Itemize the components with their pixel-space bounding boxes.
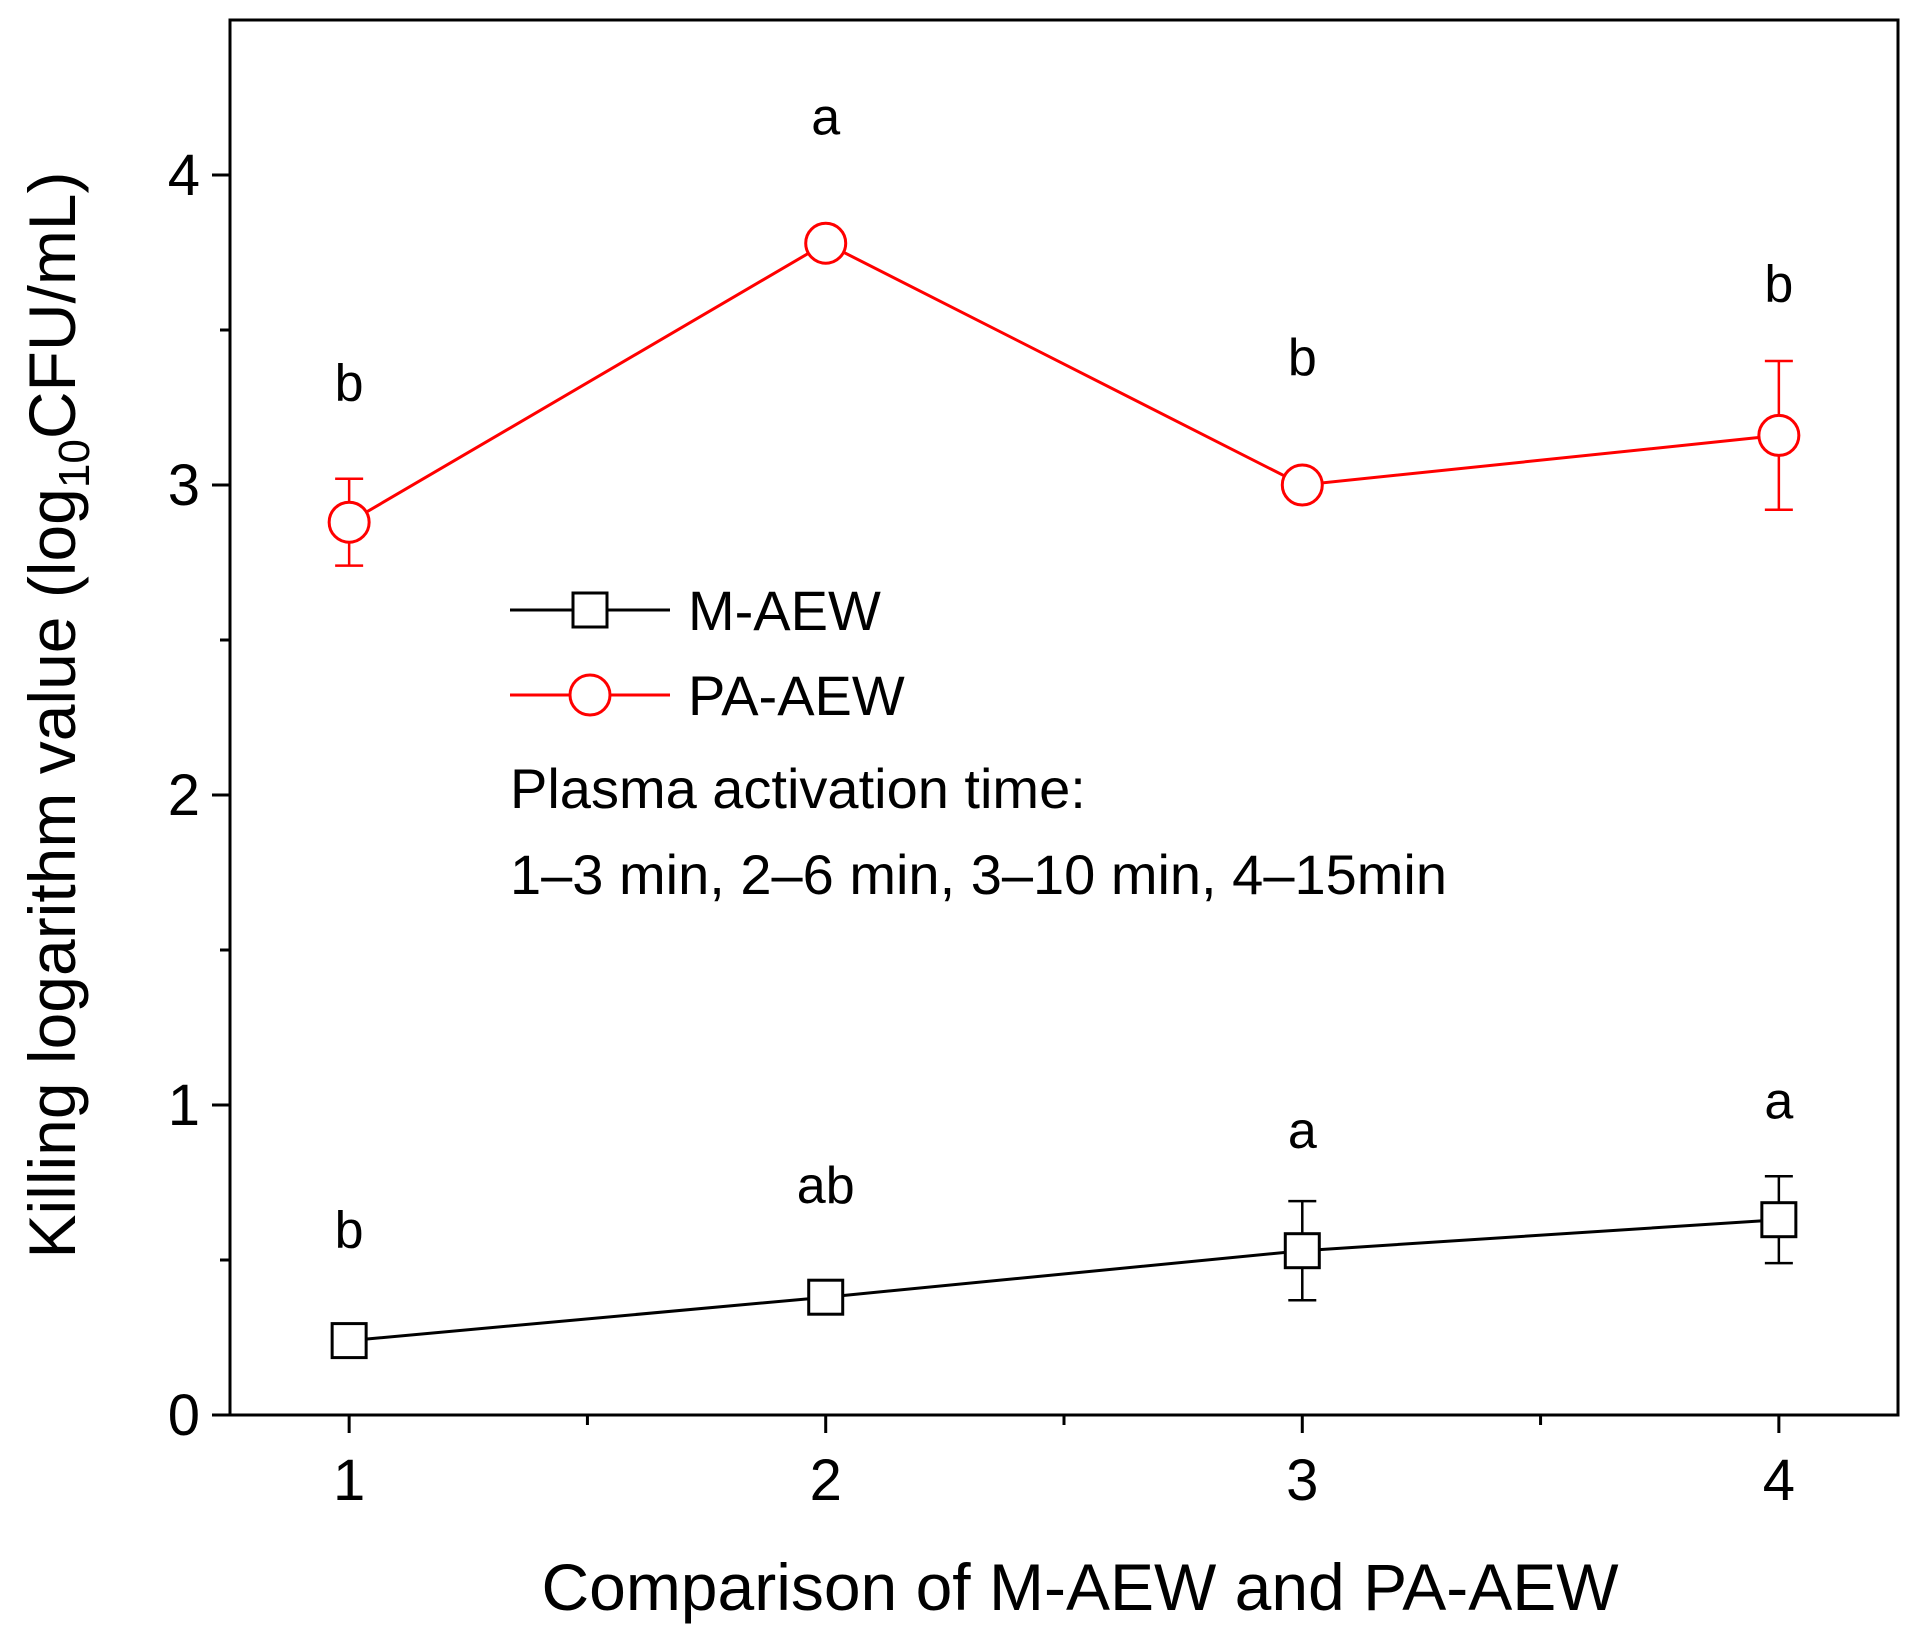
data-point-circle xyxy=(327,500,371,544)
x-tick-label-2: 2 xyxy=(810,1448,842,1513)
legend-label-PA-AEW: PA-AEW xyxy=(688,664,905,727)
significance-label: ab xyxy=(797,1157,855,1215)
x-tick-label-1: 1 xyxy=(333,1448,365,1513)
plot-frame xyxy=(228,18,1900,1417)
plot-border xyxy=(228,18,1900,1417)
data-point-circle xyxy=(1757,413,1801,457)
data-point-circle xyxy=(804,221,848,265)
series-M-AEW xyxy=(330,1175,1798,1360)
significance-label: b xyxy=(1764,256,1793,314)
significance-label: b xyxy=(335,354,364,412)
y-tick-label-0: 0 xyxy=(168,1383,200,1448)
annotation-line-1: Plasma activation time: xyxy=(510,757,1086,820)
y-axis: 0 1 2 3 4 xyxy=(168,143,230,1448)
y-axis-title: Killing logarithm value (log10CFU/mL) xyxy=(15,172,99,1259)
legend-label-M-AEW: M-AEW xyxy=(688,579,881,642)
significance-label: a xyxy=(1288,1102,1317,1160)
y-axis-title-prefix: Killing logarithm value (log xyxy=(15,488,89,1258)
y-tick-label-3: 3 xyxy=(168,453,200,518)
x-tick-label-3: 3 xyxy=(1286,1448,1318,1513)
series-PA-AEW xyxy=(327,221,1801,567)
significance-label: b xyxy=(335,1201,364,1259)
series-layer xyxy=(327,221,1801,1360)
y-tick-label-4: 4 xyxy=(168,143,200,208)
y-tick-label-2: 2 xyxy=(168,763,200,828)
x-tick-label-4: 4 xyxy=(1763,1448,1795,1513)
data-point-circle xyxy=(1280,463,1324,507)
data-point-square xyxy=(330,1322,368,1360)
x-axis: 1 2 3 4 xyxy=(333,1415,1795,1513)
data-point-square xyxy=(1760,1201,1798,1239)
significance-label: b xyxy=(1288,329,1317,387)
legend-marker-square xyxy=(571,591,609,629)
legend-marker-circle xyxy=(568,673,612,717)
significance-label: a xyxy=(1764,1073,1793,1131)
legend: M-AEW PA-AEW Plasma activation time: 1–3 mi… xyxy=(510,579,1447,906)
annotation-line-2: 1–3 min, 2–6 min, 3–10 min, 4–15min xyxy=(510,843,1447,906)
y-axis-title-subscript: 10 xyxy=(50,439,99,488)
x-axis-title: Comparison of M-AEW and PA-AEW xyxy=(541,1550,1619,1624)
series-line-M-AEW xyxy=(349,1218,1779,1343)
data-point-square xyxy=(807,1278,845,1316)
series-line-PA-AEW xyxy=(348,241,1780,524)
data-point-square xyxy=(1283,1232,1321,1270)
y-tick-label-1: 1 xyxy=(168,1073,200,1138)
y-axis-title-suffix: CFU/mL) xyxy=(15,172,89,440)
significance-label: a xyxy=(811,89,840,147)
